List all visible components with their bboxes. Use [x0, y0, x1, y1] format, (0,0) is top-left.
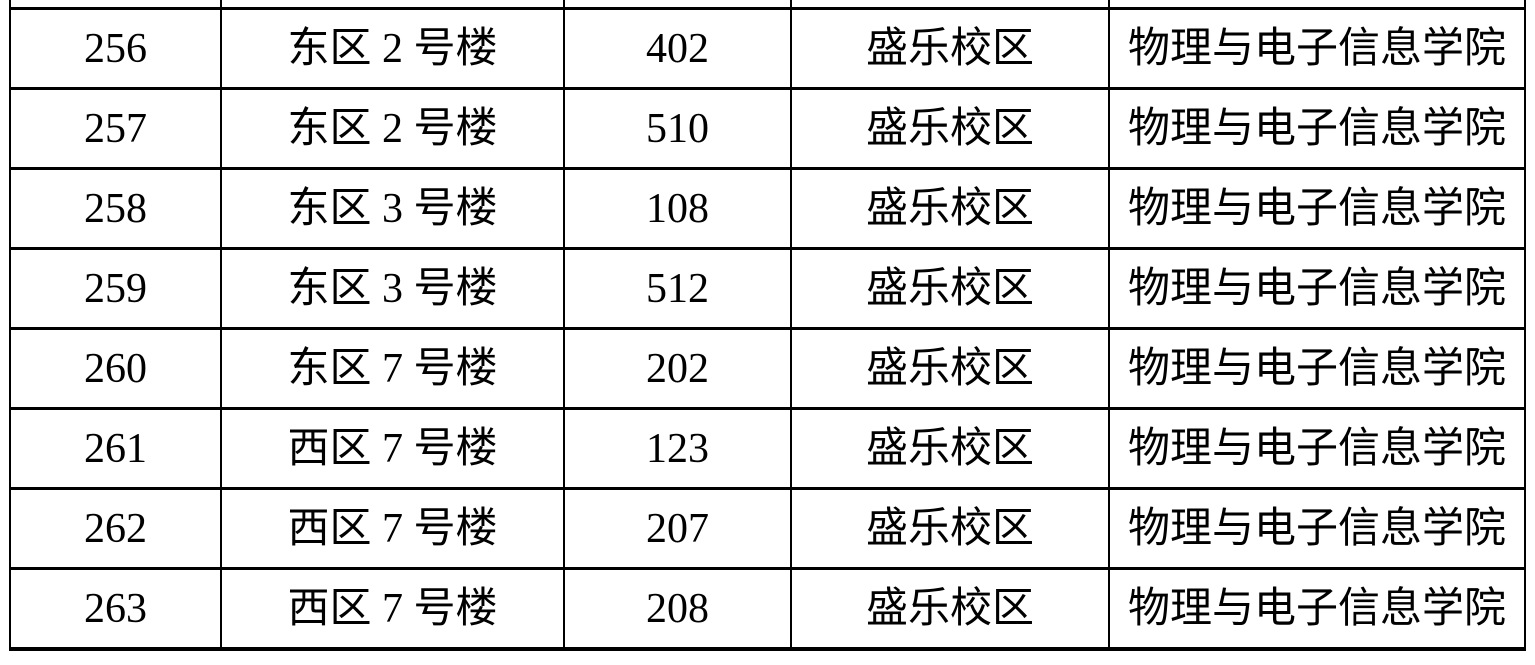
cell-college: 物理与电子信息学院: [1108, 7, 1526, 90]
cell-empty: [220, 0, 565, 10]
cell-college: 物理与电子信息学院: [1108, 407, 1526, 490]
cell-college: 物理与电子信息学院: [1108, 327, 1526, 410]
classroom-assignment-table: 256 东区 2 号楼 402 盛乐校区 物理与电子信息学院 257 东区 2 …: [9, 0, 1526, 651]
cell-room: 202: [563, 327, 792, 410]
cell-no: 257: [9, 87, 222, 170]
cell-empty: [9, 0, 222, 10]
table-row: 256 东区 2 号楼 402 盛乐校区 物理与电子信息学院: [9, 7, 1526, 90]
cell-no: 263: [9, 567, 222, 651]
cell-campus: 盛乐校区: [790, 567, 1110, 651]
cell-room: 123: [563, 407, 792, 490]
cell-campus: 盛乐校区: [790, 247, 1110, 330]
cell-room: 510: [563, 87, 792, 170]
cell-room: 207: [563, 487, 792, 570]
table-row: 258 东区 3 号楼 108 盛乐校区 物理与电子信息学院: [9, 167, 1526, 250]
cell-building: 西区 7 号楼: [220, 567, 565, 651]
cell-room: 208: [563, 567, 792, 651]
cell-campus: 盛乐校区: [790, 327, 1110, 410]
cell-empty: [1108, 0, 1526, 10]
cell-building: 东区 3 号楼: [220, 247, 565, 330]
cell-building: 西区 7 号楼: [220, 487, 565, 570]
cell-no: 259: [9, 247, 222, 330]
cell-room: 512: [563, 247, 792, 330]
cell-campus: 盛乐校区: [790, 407, 1110, 490]
cell-building: 东区 7 号楼: [220, 327, 565, 410]
cell-no: 262: [9, 487, 222, 570]
table-row: 263 西区 7 号楼 208 盛乐校区 物理与电子信息学院: [9, 567, 1526, 651]
cell-no: 258: [9, 167, 222, 250]
cell-building: 东区 2 号楼: [220, 7, 565, 90]
cell-campus: 盛乐校区: [790, 87, 1110, 170]
cell-campus: 盛乐校区: [790, 487, 1110, 570]
cell-no: 261: [9, 407, 222, 490]
table-row: 262 西区 7 号楼 207 盛乐校区 物理与电子信息学院: [9, 487, 1526, 570]
cell-room: 108: [563, 167, 792, 250]
cell-building: 东区 3 号楼: [220, 167, 565, 250]
cell-building: 西区 7 号楼: [220, 407, 565, 490]
table-row: 259 东区 3 号楼 512 盛乐校区 物理与电子信息学院: [9, 247, 1526, 330]
cell-college: 物理与电子信息学院: [1108, 167, 1526, 250]
cell-campus: 盛乐校区: [790, 167, 1110, 250]
cell-campus: 盛乐校区: [790, 7, 1110, 90]
table-row: 260 东区 7 号楼 202 盛乐校区 物理与电子信息学院: [9, 327, 1526, 410]
cell-college: 物理与电子信息学院: [1108, 487, 1526, 570]
partial-row-top: [9, 0, 1526, 10]
cell-room: 402: [563, 7, 792, 90]
cell-college: 物理与电子信息学院: [1108, 247, 1526, 330]
table-row: 257 东区 2 号楼 510 盛乐校区 物理与电子信息学院: [9, 87, 1526, 170]
cell-no: 260: [9, 327, 222, 410]
cell-college: 物理与电子信息学院: [1108, 87, 1526, 170]
cell-college: 物理与电子信息学院: [1108, 567, 1526, 651]
cell-empty: [790, 0, 1110, 10]
cell-empty: [563, 0, 792, 10]
cell-building: 东区 2 号楼: [220, 87, 565, 170]
table-row: 261 西区 7 号楼 123 盛乐校区 物理与电子信息学院: [9, 407, 1526, 490]
cell-no: 256: [9, 7, 222, 90]
